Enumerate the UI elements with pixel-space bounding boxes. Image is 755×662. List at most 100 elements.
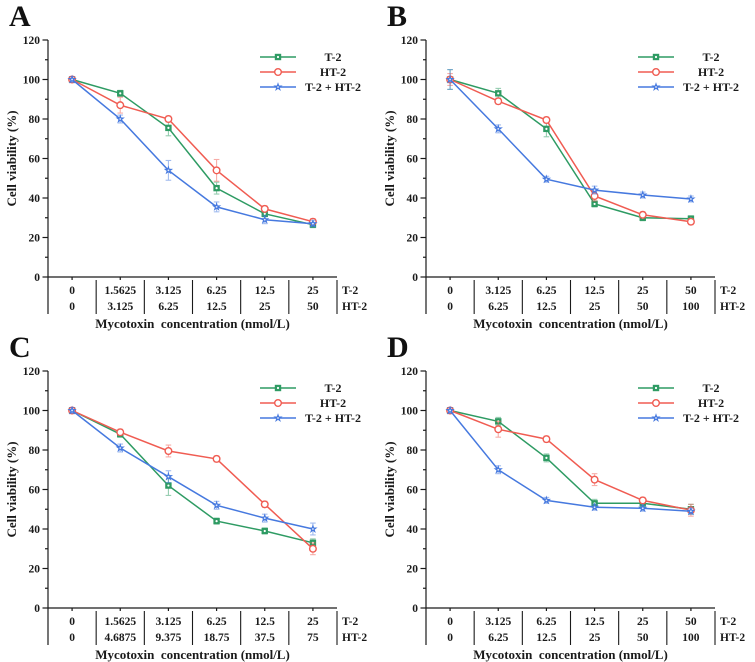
- y-axis-label: Cell viability (%): [382, 441, 397, 537]
- series-line: [71, 78, 314, 226]
- x-table-cell: 50: [685, 285, 697, 297]
- series-line: [449, 409, 691, 511]
- x-table-cell: 75: [307, 632, 319, 644]
- y-tick-label: 0: [34, 272, 40, 284]
- x-table-cell: 9.375: [155, 632, 181, 644]
- legend-label: T-2 + HT-2: [683, 411, 739, 425]
- x-table: 0 1.5625 3.125 6.25 12.5 25 T-2 0 3.125 6.25 12.5 2…: [69, 280, 367, 314]
- x-table-cell: 100: [682, 301, 700, 313]
- x-table-cell: 12.5: [585, 616, 605, 628]
- error-bars: [69, 75, 316, 226]
- x-table-cell: 4.6875: [104, 632, 136, 644]
- legend-label: HT-2: [698, 396, 724, 410]
- x-table-cell: 100: [682, 632, 700, 644]
- series-line: [71, 409, 314, 550]
- x-table-cell: 1.5625: [104, 616, 136, 628]
- circle-marker-icon: [274, 67, 283, 76]
- x-table-cell: 50: [637, 632, 649, 644]
- x-table: 0 3.125 6.25 12.5 25 50 T-2 0 6.25 12.5 25 50 100 HT-…: [447, 611, 745, 645]
- x-table-cell: 6.25: [536, 616, 556, 628]
- x-table-cell: 0: [69, 632, 75, 644]
- x-table-cell: 25: [307, 285, 319, 297]
- y-axis-label: Cell viability (%): [4, 441, 19, 537]
- x-axis-label: Mycotoxin concentration (nmol/L): [473, 647, 668, 662]
- x-table-cell: 0: [447, 301, 453, 313]
- x-table-cell: 0: [69, 616, 75, 628]
- x-table-row-label: HT-2: [342, 632, 367, 644]
- panel-a: 0 20 40 60 80 100 120 0 1.5625 3.125 6.25 12.5 25 T-2…: [0, 0, 377, 331]
- y-tick-label: 80: [407, 445, 419, 457]
- x-table-cell: 0: [69, 301, 75, 313]
- legend: T-2HT-2T-2 + HT-2: [638, 381, 739, 425]
- panel-b-letter: B: [387, 0, 408, 33]
- x-axis-label: Mycotoxin concentration (nmol/L): [95, 316, 290, 331]
- legend-label: T-2 + HT-2: [305, 80, 361, 94]
- x-table-cell: 18.75: [204, 632, 230, 644]
- x-table-cell: 25: [637, 616, 649, 628]
- legend-label: HT-2: [320, 65, 346, 79]
- x-table-cell: 25: [637, 285, 649, 297]
- x-table-cell: 6.25: [207, 285, 227, 297]
- panel-b-chart: 0 20 40 60 80 100 120 0 3.125 6.25 12.5 25 50 T-2 0 6.2…: [382, 35, 745, 331]
- y-tick-label: 20: [29, 564, 41, 576]
- circle-marker-icon: [164, 446, 173, 455]
- y-tick-label: 80: [29, 114, 41, 126]
- legend: T-2HT-2T-2 + HT-2: [260, 50, 361, 94]
- x-table-cell: 25: [259, 301, 271, 313]
- y-tick-label: 0: [412, 272, 418, 284]
- series-line: [449, 78, 691, 200]
- panel-d-letter: D: [387, 331, 409, 364]
- legend-label: HT-2: [698, 65, 724, 79]
- legend-label: T-2: [703, 381, 720, 395]
- y-tick-label: 100: [401, 75, 419, 87]
- circle-marker-icon: [308, 544, 317, 553]
- x-table-cell: 1.5625: [104, 285, 136, 297]
- circle-marker-icon: [260, 500, 269, 509]
- circle-marker-icon: [274, 398, 283, 407]
- series-line: [449, 78, 691, 220]
- circle-marker-icon: [494, 97, 503, 106]
- series-T-2+HT-2: [67, 405, 318, 536]
- x-table-cell: 50: [685, 616, 697, 628]
- x-table-row-label: HT-2: [720, 632, 745, 644]
- x-table-row-label: T-2: [720, 616, 736, 628]
- x-table-cell: 12.5: [207, 301, 227, 313]
- panel-a-chart: 0 20 40 60 80 100 120 0 1.5625 3.125 6.25 12.5 25 T-2…: [4, 35, 367, 331]
- x-table: 0 1.5625 3.125 6.25 12.5 25 T-2 0 4.6875 9.375 18.…: [69, 611, 367, 645]
- series-T-2+HT-2: [67, 74, 318, 228]
- y-tick-label: 20: [407, 564, 419, 576]
- series-T-2: [446, 69, 695, 223]
- x-axis-label: Mycotoxin concentration (nmol/L): [95, 647, 290, 662]
- x-table-cell: 12.5: [585, 285, 605, 297]
- x-table-cell: 3.125: [107, 301, 133, 313]
- circle-marker-icon: [212, 454, 221, 463]
- series-line: [449, 409, 692, 511]
- error-bars: [69, 75, 316, 228]
- x-table-cell: 25: [307, 616, 319, 628]
- circle-marker-icon: [542, 115, 551, 124]
- y-tick-label: 40: [407, 524, 419, 536]
- x-table-row-label: T-2: [342, 616, 358, 628]
- x-table-cell: 0: [69, 285, 75, 297]
- y-tick-label: 120: [401, 366, 419, 378]
- x-table-cell: 0: [447, 285, 453, 297]
- x-table: 0 3.125 6.25 12.5 25 50 T-2 0 6.25 12.5 25 50 100 HT-…: [447, 280, 745, 314]
- y-tick-label: 120: [401, 35, 419, 47]
- circle-marker-icon: [116, 428, 125, 437]
- error-bars: [69, 76, 316, 229]
- circle-marker-icon: [164, 114, 173, 123]
- y-tick-label: 120: [23, 366, 41, 378]
- y-tick-label: 20: [29, 233, 41, 245]
- y-tick-label: 60: [407, 154, 419, 166]
- x-table-cell: 37.5: [255, 632, 275, 644]
- x-table-cell: 6.25: [488, 632, 508, 644]
- series-line: [71, 78, 314, 223]
- circle-marker-icon: [638, 496, 647, 505]
- x-table-row-label: HT-2: [342, 301, 367, 313]
- y-axis-label: Cell viability (%): [382, 110, 397, 206]
- x-table-cell: 50: [307, 301, 319, 313]
- x-table-cell: 25: [589, 632, 601, 644]
- x-table-cell: 3.125: [155, 285, 181, 297]
- x-table-cell: 12.5: [255, 285, 275, 297]
